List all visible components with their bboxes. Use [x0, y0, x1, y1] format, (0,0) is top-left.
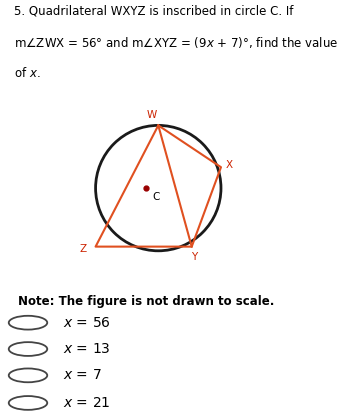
Text: $x$ = 56: $x$ = 56 — [63, 316, 111, 330]
Text: m$\angle$ZWX = 56° and m$\angle$XYZ = (9$x$ + 7)°, find the value: m$\angle$ZWX = 56° and m$\angle$XYZ = (9… — [14, 35, 338, 50]
Text: $x$ = 13: $x$ = 13 — [63, 342, 111, 356]
Text: Note: The figure is not drawn to scale.: Note: The figure is not drawn to scale. — [18, 295, 274, 308]
Text: 5. Quadrilateral WXYZ is inscribed in circle C. If: 5. Quadrilateral WXYZ is inscribed in ci… — [14, 5, 293, 18]
Text: $x$ = 7: $x$ = 7 — [63, 368, 102, 382]
Text: Z: Z — [79, 244, 86, 254]
Text: Y: Y — [191, 252, 197, 262]
Text: C: C — [152, 192, 159, 202]
Text: W: W — [147, 110, 157, 120]
Text: X: X — [226, 160, 233, 170]
Text: of $x$.: of $x$. — [14, 66, 41, 80]
Text: $x$ = 21: $x$ = 21 — [63, 396, 111, 410]
